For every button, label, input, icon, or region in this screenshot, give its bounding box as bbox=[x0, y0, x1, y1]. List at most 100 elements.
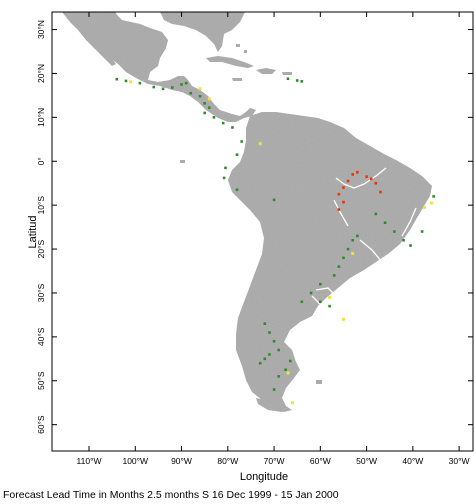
river-mark-red bbox=[365, 175, 368, 178]
river-mark-green bbox=[272, 388, 276, 391]
river-mark-yellow bbox=[286, 371, 290, 375]
river-mark-green bbox=[342, 256, 345, 260]
land-cuba bbox=[206, 56, 254, 68]
land-jamaica bbox=[232, 78, 242, 81]
river-mark-green bbox=[288, 359, 292, 363]
plot-area bbox=[62, 12, 435, 412]
river-mark-red bbox=[369, 177, 373, 181]
river-mark-green bbox=[300, 80, 304, 83]
river-mark-green bbox=[409, 244, 412, 247]
land-falklands bbox=[316, 380, 322, 384]
river-mark-green bbox=[351, 238, 355, 242]
river-mark-green bbox=[332, 274, 336, 277]
lat-tick-label: 10°N bbox=[36, 108, 46, 127]
y-axis-title: Latitud bbox=[27, 215, 39, 248]
lon-tick-label: 80°W bbox=[217, 456, 238, 466]
river-mark-red bbox=[374, 181, 378, 185]
lat-tick-label: 60°S bbox=[36, 415, 46, 434]
river-mark-yellow bbox=[429, 201, 433, 205]
river-mark-green bbox=[221, 121, 225, 125]
river-mark-green bbox=[328, 304, 331, 308]
river-mark-green bbox=[277, 375, 280, 378]
river-mark-green bbox=[240, 140, 243, 143]
river-mark-green bbox=[138, 81, 142, 85]
river-mark-red bbox=[342, 200, 345, 204]
river-mark-green bbox=[346, 247, 350, 251]
river-mark-green bbox=[115, 77, 119, 81]
lat-tick-label: 10°S bbox=[36, 196, 46, 215]
river-mark-green bbox=[222, 176, 226, 180]
river-mark-green bbox=[235, 188, 239, 192]
lon-tick-label: 30°W bbox=[449, 456, 470, 466]
lon-tick-label: 110°W bbox=[77, 456, 102, 466]
x-axis-title: Longitude bbox=[240, 471, 288, 483]
river-mark-red bbox=[351, 173, 355, 176]
river-mark-green bbox=[180, 83, 183, 86]
lon-tick-label: 50°W bbox=[356, 456, 377, 466]
lat-tick-label: 30°S bbox=[36, 283, 46, 302]
river-mark-green bbox=[231, 126, 234, 129]
river-mark-red bbox=[346, 179, 350, 183]
river-mark-yellow bbox=[328, 295, 332, 299]
river-mark-green bbox=[203, 102, 206, 105]
land-bahamas bbox=[236, 44, 240, 47]
river-mark-red bbox=[337, 192, 341, 196]
lon-tick-label: 70°W bbox=[264, 456, 285, 466]
land-south-america bbox=[228, 112, 432, 412]
axis-ticks: 110°W 100°W 90°W 80°W 70°W 60°W 50°W 40°W 30°W 30… bbox=[36, 12, 473, 466]
river-mark-green bbox=[203, 111, 206, 115]
river-mark-yellow bbox=[422, 205, 426, 209]
river-mark-green bbox=[300, 300, 304, 304]
river-mark-yellow bbox=[341, 317, 345, 321]
plot-frame bbox=[51, 11, 474, 452]
river-mark-green bbox=[198, 94, 202, 98]
river-mark-green bbox=[124, 79, 128, 83]
lon-tick-label: 100°W bbox=[122, 456, 148, 466]
river-mark-green bbox=[284, 368, 287, 372]
landmass bbox=[62, 12, 432, 412]
land-puerto-rico bbox=[282, 72, 292, 75]
river-mark-green bbox=[309, 291, 313, 295]
river-mark-green bbox=[295, 79, 299, 82]
river-mark-red bbox=[337, 208, 341, 211]
river-mark-yellow bbox=[291, 401, 295, 405]
river-mark-green bbox=[272, 339, 276, 343]
lon-tick-label: 60°W bbox=[310, 456, 331, 466]
land-baja-california bbox=[66, 14, 116, 66]
river-mark-green bbox=[393, 230, 396, 233]
river-mark-green bbox=[212, 116, 216, 119]
lat-tick-label: 40°S bbox=[36, 327, 46, 346]
river-mark-green bbox=[207, 106, 211, 110]
lat-tick-label: 50°S bbox=[36, 371, 46, 390]
lon-tick-label: 40°W bbox=[402, 456, 423, 466]
land-hispaniola bbox=[256, 68, 276, 74]
river-mark-green bbox=[263, 357, 267, 361]
lat-tick-label: 20°S bbox=[36, 239, 46, 258]
river-mark-green bbox=[170, 86, 174, 89]
caption: Forecast Lead Time in Months 2.5 months … bbox=[3, 489, 339, 501]
land-florida bbox=[160, 12, 245, 52]
river-mark-red bbox=[342, 186, 345, 189]
river-mark-green bbox=[184, 81, 188, 85]
river-mark-green bbox=[319, 282, 322, 286]
river-mark-green bbox=[272, 198, 276, 202]
river-mark-green bbox=[235, 153, 239, 156]
river-mark-green bbox=[319, 300, 322, 304]
river-mark-green bbox=[420, 230, 424, 233]
land-bahamas-2 bbox=[244, 50, 247, 53]
river-mark-green bbox=[277, 348, 280, 352]
river-mark-yellow bbox=[351, 251, 355, 255]
river-mark-green bbox=[268, 353, 271, 356]
land-galapagos bbox=[180, 160, 185, 163]
river-mark-green bbox=[224, 166, 227, 170]
river-mark-green bbox=[374, 212, 378, 216]
river-mark-yellow bbox=[258, 142, 262, 146]
lat-tick-label: 20°N bbox=[36, 64, 46, 83]
river-mark-green bbox=[356, 234, 359, 238]
river-mark-green bbox=[432, 195, 435, 198]
river-mark-green bbox=[268, 331, 271, 334]
land-tierra-del-fuego bbox=[256, 398, 288, 412]
lat-tick-label: 0° bbox=[36, 157, 46, 165]
lat-tick-label: 30°N bbox=[36, 20, 46, 39]
